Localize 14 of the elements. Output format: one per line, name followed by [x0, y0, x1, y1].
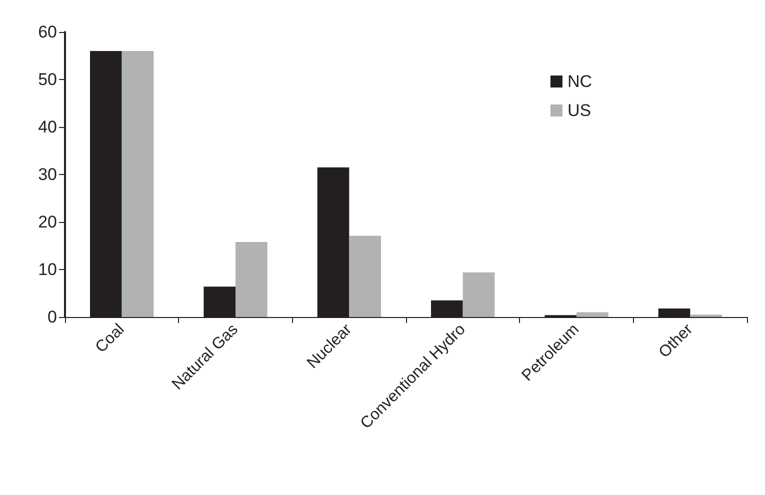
bar — [236, 242, 268, 317]
bar — [122, 51, 154, 317]
y-tick-label: 30 — [38, 165, 57, 184]
y-tick-label: 10 — [38, 260, 57, 279]
y-tick-label: 20 — [38, 212, 57, 232]
legend-label: US — [567, 101, 592, 120]
y-tick-label: 0 — [48, 308, 57, 326]
y-tick-label: 50 — [38, 70, 57, 89]
bar — [349, 236, 381, 317]
y-tick-label: 60 — [38, 22, 57, 42]
legend-label: NC — [567, 72, 592, 91]
bar — [462, 272, 495, 317]
y-tick-label: 40 — [38, 118, 57, 136]
bar — [576, 312, 608, 317]
